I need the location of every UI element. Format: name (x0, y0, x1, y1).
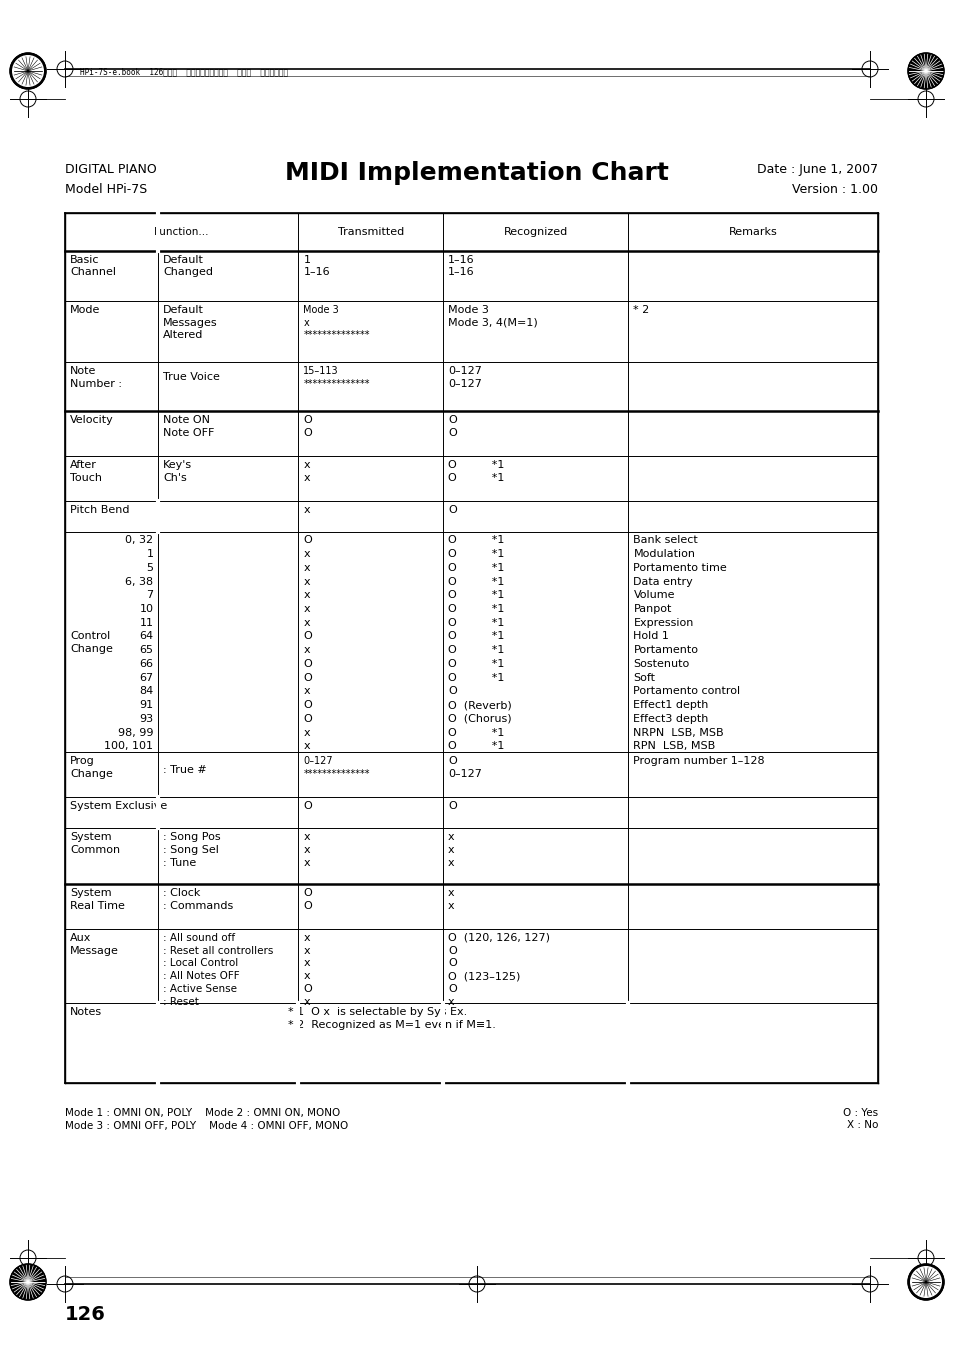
Text: Remarks: Remarks (728, 227, 777, 236)
Text: RPN  LSB, MSB: RPN LSB, MSB (633, 742, 715, 751)
Text: O          *1: O *1 (448, 646, 504, 655)
Text: 100, 101: 100, 101 (104, 742, 153, 751)
Text: x: x (303, 686, 310, 696)
Text: 126: 126 (65, 1305, 106, 1324)
Text: 7: 7 (146, 590, 153, 600)
Text: NRPN  LSB, MSB: NRPN LSB, MSB (633, 728, 723, 738)
Text: O          *1: O *1 (448, 617, 504, 628)
Text: : Clock
: Commands: : Clock : Commands (163, 888, 233, 911)
Text: Pitch Bend: Pitch Bend (70, 505, 130, 515)
Text: 1: 1 (146, 549, 153, 559)
Text: : True #: : True # (163, 765, 207, 775)
Text: x
x
x
x
O
x: x x x x O x (303, 932, 312, 1006)
Text: Expression: Expression (633, 617, 693, 628)
Text: Modulation: Modulation (633, 549, 695, 559)
Text: Prog
Change: Prog Change (70, 757, 112, 778)
Text: HPi-7S-e.book  126ページ  ２００８年４月２日  水曜日  午前９晏４分: HPi-7S-e.book 126ページ ２００８年４月２日 水曜日 午前９晏４… (80, 68, 288, 77)
Text: MIDI Implementation Chart: MIDI Implementation Chart (285, 161, 668, 185)
Text: Volume: Volume (633, 590, 674, 600)
Text: O: O (448, 801, 456, 811)
Text: x: x (303, 590, 310, 600)
Text: x: x (303, 728, 310, 738)
Text: x: x (303, 604, 310, 613)
Text: O: O (303, 713, 312, 724)
Text: Key's
Ch's: Key's Ch's (163, 461, 193, 482)
Text: Program number 1–128: Program number 1–128 (633, 757, 764, 766)
Text: Velocity: Velocity (70, 415, 113, 426)
Text: Portamento time: Portamento time (633, 563, 726, 573)
Text: Portamento control: Portamento control (633, 686, 740, 696)
Text: O: O (448, 686, 456, 696)
Text: 91: 91 (139, 700, 153, 711)
Text: O          *1: O *1 (448, 673, 504, 682)
Text: Mode 3
x
**************: Mode 3 x ************** (303, 305, 370, 340)
Text: Control
Change: Control Change (70, 631, 112, 654)
Text: Function...: Function... (154, 227, 209, 236)
Text: System
Real Time: System Real Time (70, 888, 125, 911)
Text: O          *1: O *1 (448, 659, 504, 669)
Text: 67: 67 (139, 673, 153, 682)
Text: O          *1
O          *1: O *1 O *1 (448, 461, 504, 482)
Text: O          *1: O *1 (448, 728, 504, 738)
Text: O: O (448, 505, 456, 515)
Text: 64: 64 (139, 631, 153, 642)
Text: Bank select: Bank select (633, 535, 698, 546)
Text: Data entry: Data entry (633, 577, 693, 586)
Text: : All sound off
: Reset all controllers
: Local Control
: All Notes OFF
: Active: : All sound off : Reset all controllers … (163, 932, 274, 1006)
Text: O
O: O O (448, 415, 456, 438)
Text: Aux
Message: Aux Message (70, 932, 119, 955)
Text: O: O (303, 801, 312, 811)
Text: x: x (303, 505, 310, 515)
Text: Note
Number :: Note Number : (70, 366, 122, 389)
Text: 0, 32: 0, 32 (125, 535, 153, 546)
Text: 10: 10 (139, 604, 153, 613)
Text: O          *1: O *1 (448, 604, 504, 613)
Text: O          *1: O *1 (448, 577, 504, 586)
Text: O: O (303, 535, 312, 546)
Text: Basic
Channel: Basic Channel (70, 255, 116, 277)
Text: 0–127
0–127: 0–127 0–127 (448, 366, 481, 389)
Text: O
O: O O (303, 888, 312, 911)
Text: 15–113
**************: 15–113 ************** (303, 366, 370, 389)
Text: Mode 1 : OMNI ON, POLY    Mode 2 : OMNI ON, MONO
Mode 3 : OMNI OFF, POLY    Mode: Mode 1 : OMNI ON, POLY Mode 2 : OMNI ON,… (65, 1108, 348, 1131)
Circle shape (12, 55, 43, 86)
Text: 5: 5 (146, 563, 153, 573)
Text: 98, 99: 98, 99 (118, 728, 153, 738)
Text: 84: 84 (139, 686, 153, 696)
Text: O
0–127: O 0–127 (448, 757, 481, 778)
Text: Effect3 depth: Effect3 depth (633, 713, 708, 724)
Text: 66: 66 (139, 659, 153, 669)
Text: O          *1: O *1 (448, 590, 504, 600)
Text: x: x (303, 617, 310, 628)
Text: : Song Pos
: Song Sel
: Tune: : Song Pos : Song Sel : Tune (163, 832, 221, 867)
Text: x
x
x: x x x (448, 832, 455, 867)
Text: x: x (303, 563, 310, 573)
Text: O          *1: O *1 (448, 549, 504, 559)
Circle shape (910, 1267, 941, 1297)
Text: 6, 38: 6, 38 (125, 577, 153, 586)
Text: x
x: x x (303, 461, 310, 482)
Text: Sostenuto: Sostenuto (633, 659, 689, 669)
Text: Mode: Mode (70, 305, 100, 315)
Text: O          *1: O *1 (448, 535, 504, 546)
Text: O  (Chorus): O (Chorus) (448, 713, 511, 724)
Text: 1
1–16: 1 1–16 (303, 255, 330, 277)
Text: O  (Reverb): O (Reverb) (448, 700, 511, 711)
Text: Mode 3
Mode 3, 4(M=1): Mode 3 Mode 3, 4(M=1) (448, 305, 537, 328)
Text: After
Touch: After Touch (70, 461, 102, 482)
Text: DIGITAL PIANO: DIGITAL PIANO (65, 163, 156, 176)
Text: * 2: * 2 (633, 305, 649, 315)
Text: O          *1: O *1 (448, 563, 504, 573)
Text: Panpot: Panpot (633, 604, 671, 613)
Text: x: x (303, 577, 310, 586)
Text: O
O: O O (303, 415, 312, 438)
Text: x
x
x: x x x (303, 832, 310, 867)
Text: Portamento: Portamento (633, 646, 698, 655)
Text: Recognized: Recognized (503, 227, 567, 236)
Text: Version : 1.00: Version : 1.00 (791, 182, 877, 196)
Text: O  (120, 126, 127)
O
O
O  (123–125)
O
x: O (120, 126, 127) O O O (123–125) O x (448, 932, 550, 1006)
Text: Note ON
Note OFF: Note ON Note OFF (163, 415, 214, 438)
Text: 1–16
1–16: 1–16 1–16 (448, 255, 475, 277)
Text: Model HPi-7S: Model HPi-7S (65, 182, 147, 196)
Circle shape (907, 53, 943, 89)
